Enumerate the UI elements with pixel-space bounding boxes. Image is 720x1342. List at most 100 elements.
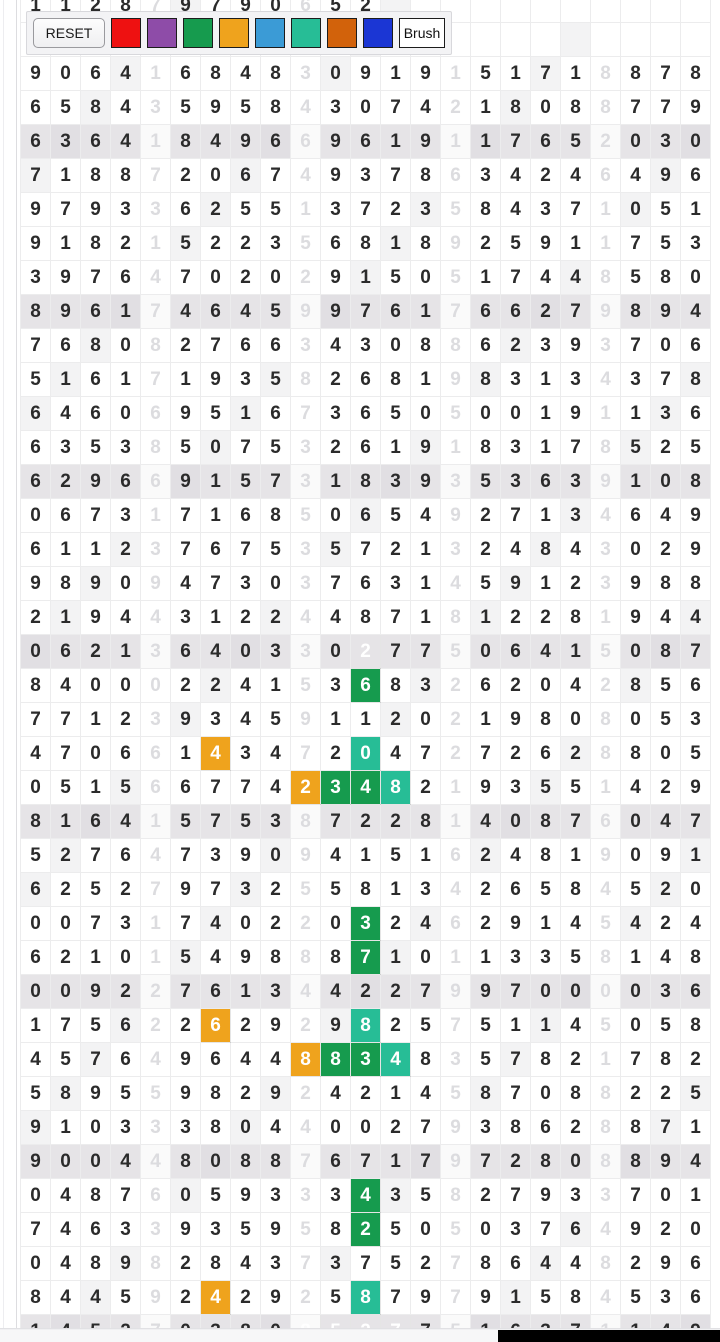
grid-cell[interactable]: 0 [350,1110,381,1145]
grid-cell[interactable]: 3 [440,1042,471,1077]
grid-cell[interactable]: 4 [50,1178,81,1213]
grid-cell[interactable]: 7 [560,1314,591,1330]
grid-cell[interactable]: 6 [200,1008,231,1043]
grid-cell[interactable]: 8 [530,1042,561,1077]
grid-cell[interactable]: 7 [380,634,411,669]
grid-cell[interactable]: 2 [170,158,201,193]
grid-cell[interactable]: 4 [500,158,531,193]
grid-cell[interactable]: 4 [620,906,651,941]
grid-cell[interactable]: 3 [230,362,261,397]
grid-cell[interactable]: 3 [110,192,141,227]
grid-cell[interactable]: 8 [290,362,321,397]
grid-cell[interactable]: 0 [320,56,351,91]
grid-cell[interactable]: 1 [110,634,141,669]
grid-cell[interactable]: 1 [680,838,711,873]
grid-cell[interactable]: 7 [500,1042,531,1077]
grid-cell[interactable]: 6 [170,56,201,91]
grid-cell[interactable]: 9 [650,1144,681,1179]
grid-cell[interactable]: 8 [350,1008,381,1043]
grid-cell[interactable]: 5 [110,770,141,805]
grid-cell[interactable]: 4 [230,1246,261,1281]
grid-cell[interactable]: 8 [440,328,471,363]
grid-cell[interactable]: 5 [20,1076,51,1111]
grid-cell[interactable]: 3 [290,464,321,499]
grid-cell[interactable]: 7 [20,158,51,193]
grid-cell[interactable]: 1 [470,124,501,159]
grid-cell[interactable]: 0 [200,430,231,465]
grid-cell[interactable]: 2 [350,974,381,1009]
grid-cell[interactable]: 9 [470,1280,501,1315]
grid-cell[interactable]: 2 [590,668,621,703]
grid-cell[interactable]: 0 [470,396,501,431]
grid-cell[interactable]: 5 [440,260,471,295]
grid-cell[interactable]: 3 [50,430,81,465]
grid-cell[interactable]: 3 [320,770,351,805]
grid-cell[interactable]: 5 [50,770,81,805]
grid-cell[interactable]: 5 [170,90,201,125]
grid-cell[interactable]: 7 [380,1314,411,1330]
grid-cell[interactable]: 9 [680,770,711,805]
grid-cell[interactable]: 7 [440,1246,471,1281]
grid-cell[interactable]: 8 [200,56,231,91]
grid-cell[interactable]: 2 [530,294,561,329]
grid-cell[interactable]: 5 [230,1212,261,1247]
grid-cell[interactable]: 6 [500,1314,531,1330]
grid-cell[interactable] [650,0,681,23]
grid-cell[interactable]: 3 [290,56,321,91]
grid-cell[interactable]: 1 [470,702,501,737]
grid-cell[interactable]: 6 [80,396,111,431]
grid-cell[interactable]: 6 [500,872,531,907]
grid-cell[interactable]: 9 [170,1042,201,1077]
color-swatch-teal[interactable] [291,18,321,48]
grid-cell[interactable]: 1 [380,940,411,975]
grid-cell[interactable]: 4 [260,1110,291,1145]
grid-cell[interactable]: 7 [20,1212,51,1247]
grid-cell[interactable]: 6 [260,328,291,363]
grid-cell[interactable]: 1 [500,1008,531,1043]
grid-cell[interactable]: 9 [320,294,351,329]
grid-cell[interactable]: 1 [410,600,441,635]
grid-cell[interactable]: 3 [290,1178,321,1213]
grid-cell[interactable]: 1 [410,294,441,329]
grid-cell[interactable]: 6 [50,498,81,533]
grid-cell[interactable]: 2 [620,1246,651,1281]
grid-cell[interactable]: 8 [680,56,711,91]
grid-cell[interactable]: 3 [380,566,411,601]
grid-cell[interactable]: 1 [590,600,621,635]
grid-cell[interactable]: 4 [290,90,321,125]
grid-cell[interactable]: 0 [110,566,141,601]
grid-cell[interactable]: 7 [560,804,591,839]
grid-cell[interactable]: 3 [230,872,261,907]
grid-cell[interactable]: 5 [620,1280,651,1315]
grid-cell[interactable]: 5 [80,1008,111,1043]
grid-cell[interactable]: 2 [380,804,411,839]
grid-cell[interactable]: 7 [200,804,231,839]
grid-cell[interactable]: 2 [470,1178,501,1213]
grid-cell[interactable]: 2 [470,838,501,873]
grid-cell[interactable]: 3 [590,566,621,601]
grid-cell[interactable]: 6 [80,362,111,397]
grid-cell[interactable]: 7 [650,1110,681,1145]
grid-cell[interactable]: 8 [380,770,411,805]
grid-cell[interactable]: 2 [170,668,201,703]
grid-cell[interactable]: 9 [470,974,501,1009]
grid-cell[interactable]: 1 [560,634,591,669]
grid-cell[interactable]: 2 [500,600,531,635]
grid-cell[interactable]: 9 [80,974,111,1009]
grid-cell[interactable]: 8 [200,1076,231,1111]
grid-cell[interactable]: 4 [260,736,291,771]
grid-cell[interactable]: 8 [440,600,471,635]
grid-cell[interactable]: 5 [470,1042,501,1077]
grid-cell[interactable]: 6 [50,328,81,363]
grid-cell[interactable]: 8 [350,872,381,907]
grid-cell[interactable]: 4 [200,736,231,771]
grid-cell[interactable]: 8 [620,736,651,771]
scrollbar-thumb[interactable] [498,1330,720,1342]
grid-cell[interactable]: 8 [80,90,111,125]
grid-cell[interactable]: 8 [470,362,501,397]
